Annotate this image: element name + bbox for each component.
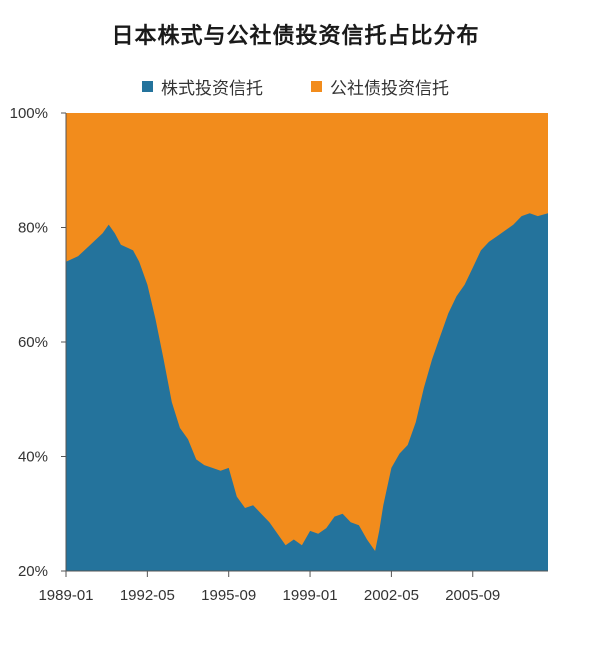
- x-tick-label: 1995-09: [201, 587, 256, 604]
- x-tick-label: 2002-05: [364, 587, 419, 604]
- y-tick-label: 100%: [10, 105, 48, 122]
- legend-swatch-bond: [311, 81, 322, 92]
- area-stock-series: [66, 213, 548, 571]
- y-tick-label: 80%: [18, 220, 48, 237]
- chart-title: 日本株式与公社债投资信托占比分布: [111, 23, 480, 49]
- x-tick-label: 1999-01: [283, 587, 338, 604]
- y-tick-label: 20%: [18, 563, 48, 580]
- y-tick-label: 40%: [18, 449, 48, 466]
- legend-swatch-stock: [142, 81, 153, 92]
- legend-item-stock: 株式投资信托: [142, 74, 263, 99]
- legend-label-stock: 株式投资信托: [161, 79, 263, 99]
- y-tick-label: 60%: [18, 334, 48, 351]
- legend-label-bond: 公社债投资信托: [330, 79, 449, 99]
- x-tick-label: 2005-09: [445, 587, 500, 604]
- legend-item-bond: 公社债投资信托: [311, 74, 449, 99]
- x-tick-label: 1992-05: [120, 587, 175, 604]
- chart-legend: 株式投资信托 公社债投资信托: [0, 74, 591, 99]
- x-tick-label: 1989-01: [38, 587, 93, 604]
